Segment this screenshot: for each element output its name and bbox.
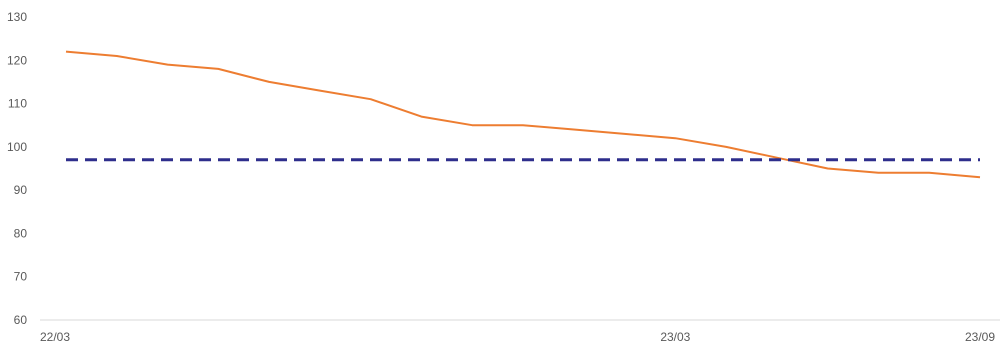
y-tick-label: 80	[14, 226, 28, 240]
y-tick-label: 110	[8, 97, 27, 111]
y-tick-label: 70	[14, 270, 28, 284]
y-tick-label: 120	[7, 53, 27, 67]
x-tick-label: 23/03	[660, 330, 690, 344]
y-tick-label: 90	[14, 183, 28, 197]
line-series	[65, 50, 981, 179]
y-tick-label: 100	[7, 140, 27, 154]
y-tick-label: 60	[14, 313, 28, 327]
x-tick-label: 22/03	[40, 330, 70, 344]
x-tick-label: 23/09	[965, 330, 995, 344]
series-layer	[65, 50, 981, 179]
y-tick-label: 130	[7, 10, 27, 24]
label-layer: 60 70 80 90 100 110 120 130 22/03 23/03 23/09	[7, 10, 995, 344]
